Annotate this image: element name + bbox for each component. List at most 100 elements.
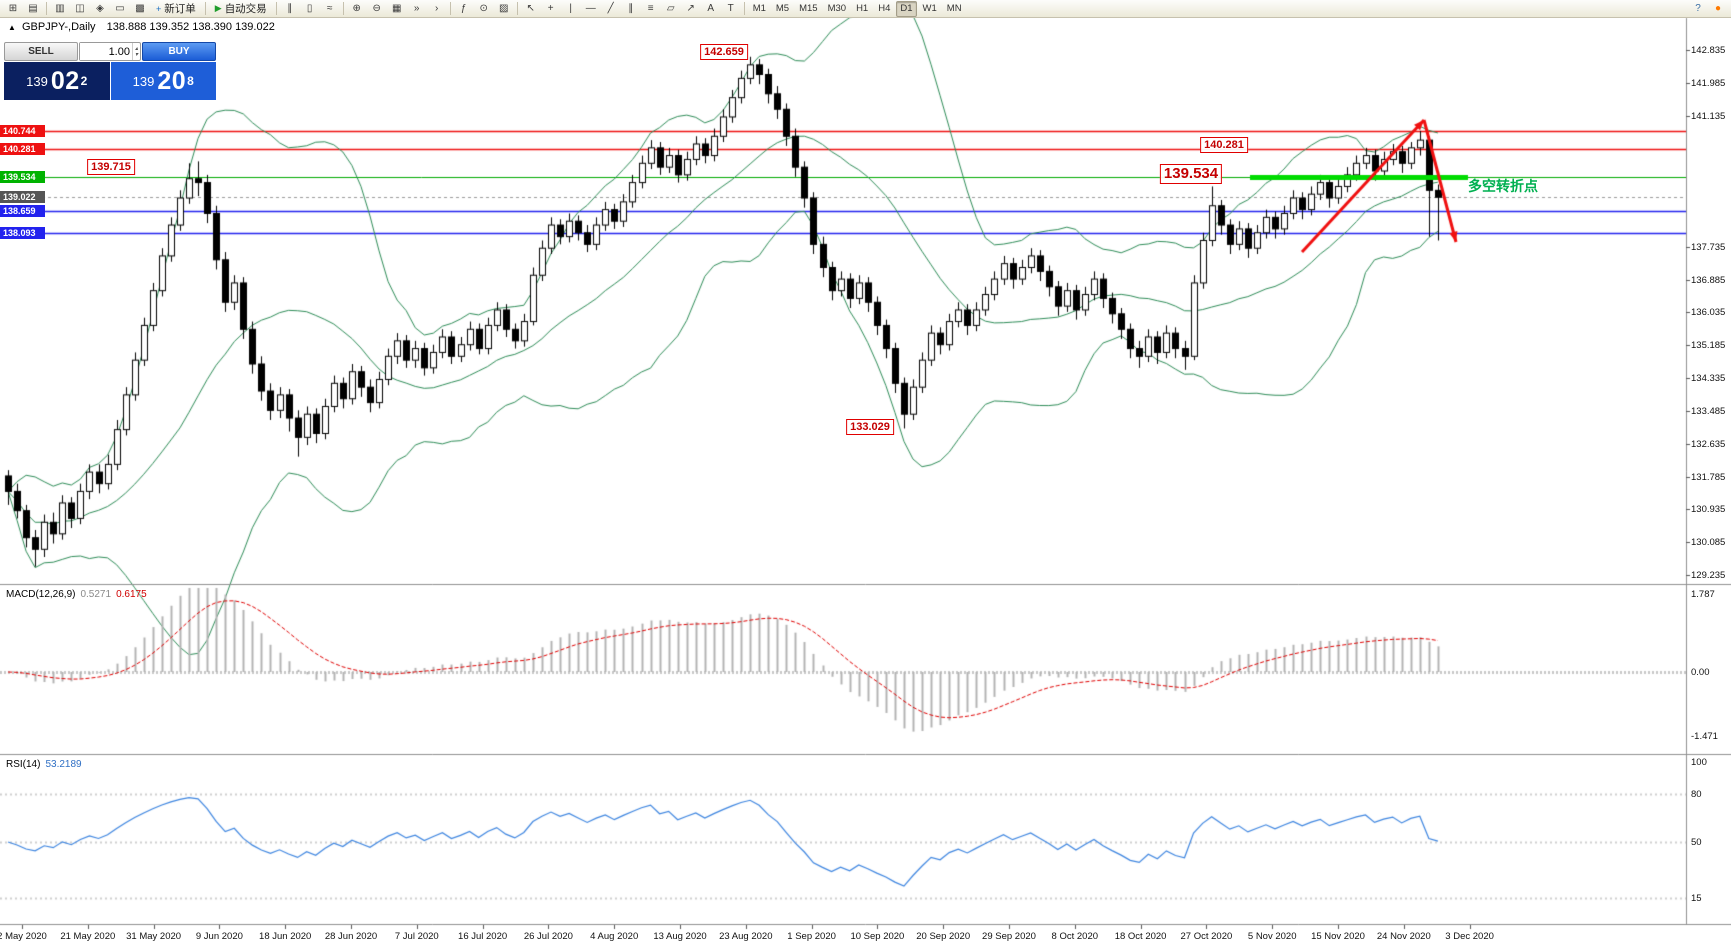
timeframe-button-h1[interactable]: H1 <box>856 3 869 14</box>
rsi-axis-label: 100 <box>1691 757 1707 768</box>
toolbar-separator <box>204 2 206 15</box>
arrows-icon[interactable]: ↗ <box>686 3 695 14</box>
toolbar-separator <box>449 2 451 15</box>
timeframe-button-mn[interactable]: MN <box>946 3 962 14</box>
auto-scroll-icon[interactable]: » <box>413 3 420 14</box>
shapes-icon[interactable]: ▱ <box>666 3 675 14</box>
macd-label: MACD(12,26,9) <box>6 589 76 600</box>
volume-input[interactable] <box>80 43 132 60</box>
price-axis-label: 136.035 <box>1691 307 1726 319</box>
date-axis-label: 20 Sep 2020 <box>916 931 971 942</box>
vertical-line-icon[interactable]: | <box>569 3 572 14</box>
profiles-icon[interactable]: ▤ <box>28 3 38 14</box>
date-axis-label: 21 May 2020 <box>60 931 116 942</box>
macd-value-signal: 0.6175 <box>116 589 147 600</box>
horizontal-line-icon[interactable]: — <box>585 3 596 14</box>
toolbar-separator <box>743 2 745 15</box>
fibonacci-icon[interactable]: ≡ <box>647 3 654 14</box>
chart-price-label[interactable]: 139.534 <box>1159 164 1223 184</box>
templates-icon[interactable]: ▨ <box>498 3 509 14</box>
rsi-value: 53.2189 <box>45 759 82 770</box>
date-axis-label: 1 Sep 2020 <box>787 931 836 942</box>
buy-price-box[interactable]: 139 20 8 <box>110 62 216 100</box>
timeframe-button-m30[interactable]: M30 <box>827 3 847 14</box>
date-axis-label: 27 Oct 2020 <box>1180 931 1233 942</box>
rsi-axis-label: 50 <box>1691 837 1702 848</box>
macd-axis-label: 0.00 <box>1691 667 1710 678</box>
chart-price-label[interactable]: 140.281 <box>1200 137 1248 153</box>
new-order-button[interactable]: + 新订单 <box>151 0 201 17</box>
chart-shift-icon[interactable]: › <box>435 3 439 14</box>
sell-price-box[interactable]: 139 02 2 <box>4 62 110 100</box>
equidistant-channel-icon[interactable]: ∥ <box>628 3 634 14</box>
price-axis-label: 132.635 <box>1691 438 1726 450</box>
timeframe-button-m1[interactable]: M1 <box>752 3 766 14</box>
periods-icon[interactable]: ⊙ <box>479 3 488 14</box>
timeframe-button-m5[interactable]: M5 <box>775 3 790 14</box>
volume-spinner[interactable]: ▴ ▾ <box>131 43 140 60</box>
bar-chart-icon[interactable]: ∥ <box>287 3 293 14</box>
spinner-up-icon[interactable]: ▴ <box>134 45 138 52</box>
autotrade-button-icon: ▶ <box>214 3 222 13</box>
timeframe-button-w1[interactable]: W1 <box>922 3 937 14</box>
timeframe-button-d1[interactable]: D1 <box>895 0 918 17</box>
zoom-in-icon[interactable]: ⊕ <box>352 3 361 14</box>
buy-price-main: 139 <box>132 73 155 89</box>
data-window-icon[interactable]: ◫ <box>75 3 85 14</box>
text-label-icon[interactable]: T <box>727 3 734 14</box>
sell-price-main: 139 <box>26 73 48 89</box>
date-axis-label: 18 Oct 2020 <box>1114 931 1167 942</box>
text-icon[interactable]: A <box>707 3 715 14</box>
new-chart-icon[interactable]: ⊞ <box>8 3 18 14</box>
strategy-tester-icon[interactable]: ▩ <box>135 3 145 14</box>
price-axis-label: 135.185 <box>1691 340 1726 352</box>
candlestick-chart-icon[interactable]: ▯ <box>306 3 313 14</box>
turning-point-note[interactable]: 多空转折点 <box>1468 178 1538 194</box>
pane-separator-rsi[interactable] <box>0 752 1731 756</box>
sell-price-pip: 2 <box>80 74 88 88</box>
sell-button[interactable]: SELL <box>4 42 78 61</box>
date-axis-label: 29 Sep 2020 <box>982 931 1036 942</box>
date-axis-label: 31 May 2020 <box>126 931 182 942</box>
tile-windows-icon[interactable]: ▦ <box>391 3 402 14</box>
terminal-icon[interactable]: ▭ <box>115 3 125 14</box>
macd-header: MACD(12,26,9) 0.5271 0.6175 <box>6 589 147 600</box>
price-tag: 139.022 <box>0 191 45 204</box>
macd-axis-label: -1.471 <box>1691 731 1718 743</box>
chart-price-label[interactable]: 142.659 <box>700 44 748 60</box>
line-chart-icon[interactable]: ≈ <box>326 3 333 14</box>
cursor-icon[interactable]: ↖ <box>526 3 535 14</box>
chart-price-label[interactable]: 133.029 <box>846 419 894 435</box>
symbol-period-label: GBPJPY-,Daily <box>21 21 96 33</box>
date-axis-label: 9 Jun 2020 <box>195 931 243 942</box>
trendline-icon[interactable]: ╱ <box>607 3 614 14</box>
navigator-icon[interactable]: ◈ <box>96 3 104 14</box>
timeframe-button-h4[interactable]: H4 <box>878 3 891 14</box>
collapse-panel-icon[interactable]: ▲ <box>8 23 16 32</box>
chart-price-label[interactable]: 139.715 <box>87 159 135 175</box>
help-icon[interactable]: ? <box>1695 3 1701 14</box>
autotrade-button[interactable]: ▶ 自动交易 <box>210 0 272 17</box>
crosshair-icon[interactable]: + <box>547 3 554 14</box>
spinner-down-icon[interactable]: ▾ <box>134 51 138 58</box>
date-axis-label: 24 Nov 2020 <box>1376 931 1431 942</box>
zoom-out-icon[interactable]: ⊖ <box>372 3 381 14</box>
market-watch-icon[interactable]: ▥ <box>55 3 65 14</box>
new-order-button-label: 新订单 <box>164 3 196 15</box>
timeframe-button-m15[interactable]: M15 <box>799 3 818 14</box>
buy-button[interactable]: BUY <box>142 42 216 61</box>
indicators-icon[interactable]: ƒ <box>460 3 467 14</box>
price-tag: 139.534 <box>0 171 45 184</box>
broker-logo-icon[interactable]: ● <box>1714 3 1722 14</box>
date-axis-label: 16 Jul 2020 <box>458 931 508 942</box>
price-axis-label: 133.485 <box>1691 405 1726 417</box>
buy-price-pip: 8 <box>187 74 194 88</box>
price-axis-label: 137.735 <box>1691 241 1726 253</box>
pane-separator-macd[interactable] <box>0 582 1731 586</box>
price-axis-label: 141.985 <box>1691 77 1726 89</box>
price-axis-label: 130.935 <box>1691 504 1726 516</box>
price-axis-label: 142.835 <box>1691 45 1726 56</box>
